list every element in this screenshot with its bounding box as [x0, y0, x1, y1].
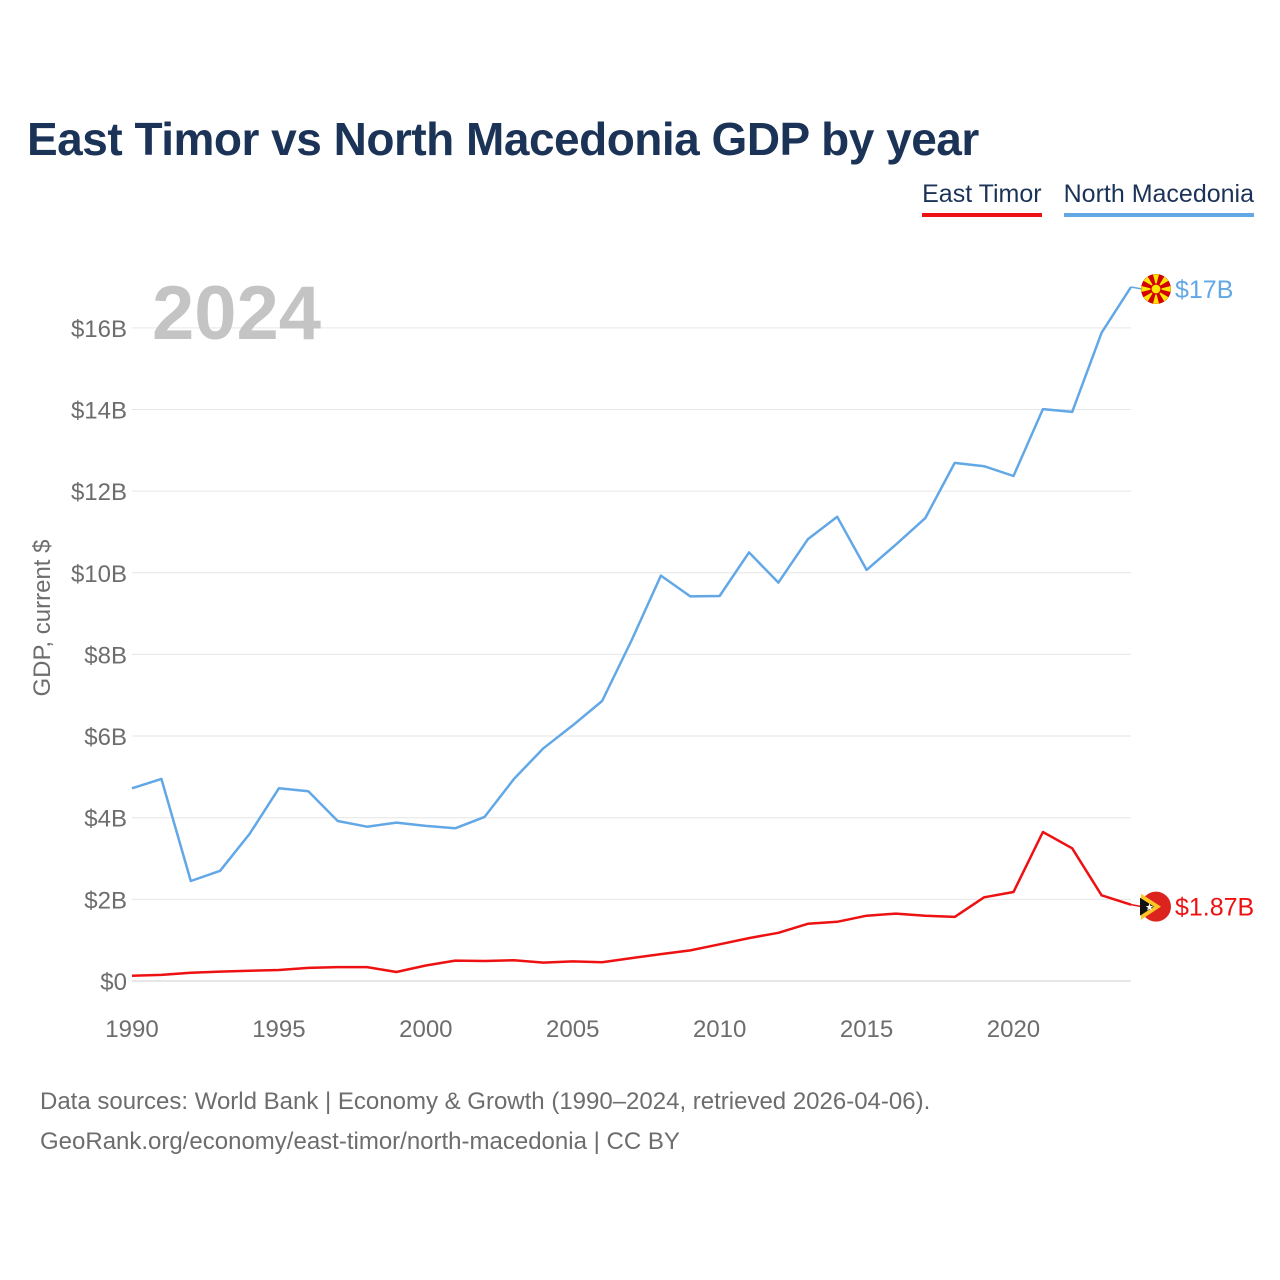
- svg-text:★: ★: [1145, 903, 1154, 914]
- legend: East Timor North Macedonia: [922, 180, 1254, 217]
- y-tick-label: $14B: [71, 397, 127, 424]
- y-axis-label: GDP, current $: [29, 540, 56, 697]
- y-tick-label: $4B: [84, 806, 127, 833]
- x-tick-label: 1990: [105, 1016, 158, 1043]
- credit-line[interactable]: GeoRank.org/economy/east-timor/north-mac…: [40, 1128, 680, 1155]
- x-tick-label: 2005: [546, 1016, 599, 1043]
- y-axis-ticks: $0 $2B $4B $6B $8B $10B $12B $14B $16B: [71, 316, 127, 996]
- x-axis-ticks: 1990 1995 2000 2005 2010 2015 2020: [105, 1016, 1040, 1043]
- x-tick-label: 2010: [693, 1016, 746, 1043]
- x-tick-label: 2000: [399, 1016, 452, 1043]
- series-line-east-timor: [131, 830, 1132, 977]
- end-connector: [1130, 286, 1143, 290]
- y-tick-label: $12B: [71, 479, 127, 506]
- x-tick-label: 2020: [987, 1016, 1040, 1043]
- series-line-north-macedonia: [131, 286, 1133, 883]
- end-value-label-east-timor: $1.87B: [1175, 894, 1254, 922]
- y-tick-label: $2B: [84, 887, 127, 914]
- footer: Data sources: World Bank | Economy & Gro…: [40, 1082, 930, 1162]
- y-tick-label: $6B: [84, 724, 127, 751]
- y-tick-label: $8B: [84, 642, 127, 669]
- y-tick-label: $0: [100, 969, 127, 996]
- x-tick-label: 2015: [840, 1016, 893, 1043]
- east-timor-flag-icon: ★: [1140, 891, 1171, 922]
- page-title: East Timor vs North Macedonia GDP by yea…: [27, 113, 979, 165]
- x-tick-label: 1995: [252, 1016, 305, 1043]
- year-watermark: 2024: [152, 271, 321, 356]
- source-line: Data sources: World Bank | Economy & Gro…: [40, 1088, 931, 1115]
- series-end-labels: ★ $1.87B $17B: [1130, 274, 1254, 922]
- y-tick-label: $10B: [71, 561, 127, 588]
- north-macedonia-flag-icon: [1141, 274, 1171, 304]
- end-value-label-north-macedonia: $17B: [1175, 276, 1233, 304]
- series-lines: [131, 286, 1133, 977]
- gridlines: [132, 327, 1131, 982]
- y-tick-label: $16B: [71, 316, 127, 343]
- legend-item-east-timor[interactable]: East Timor: [922, 180, 1042, 217]
- legend-item-north-macedonia[interactable]: North Macedonia: [1063, 180, 1254, 217]
